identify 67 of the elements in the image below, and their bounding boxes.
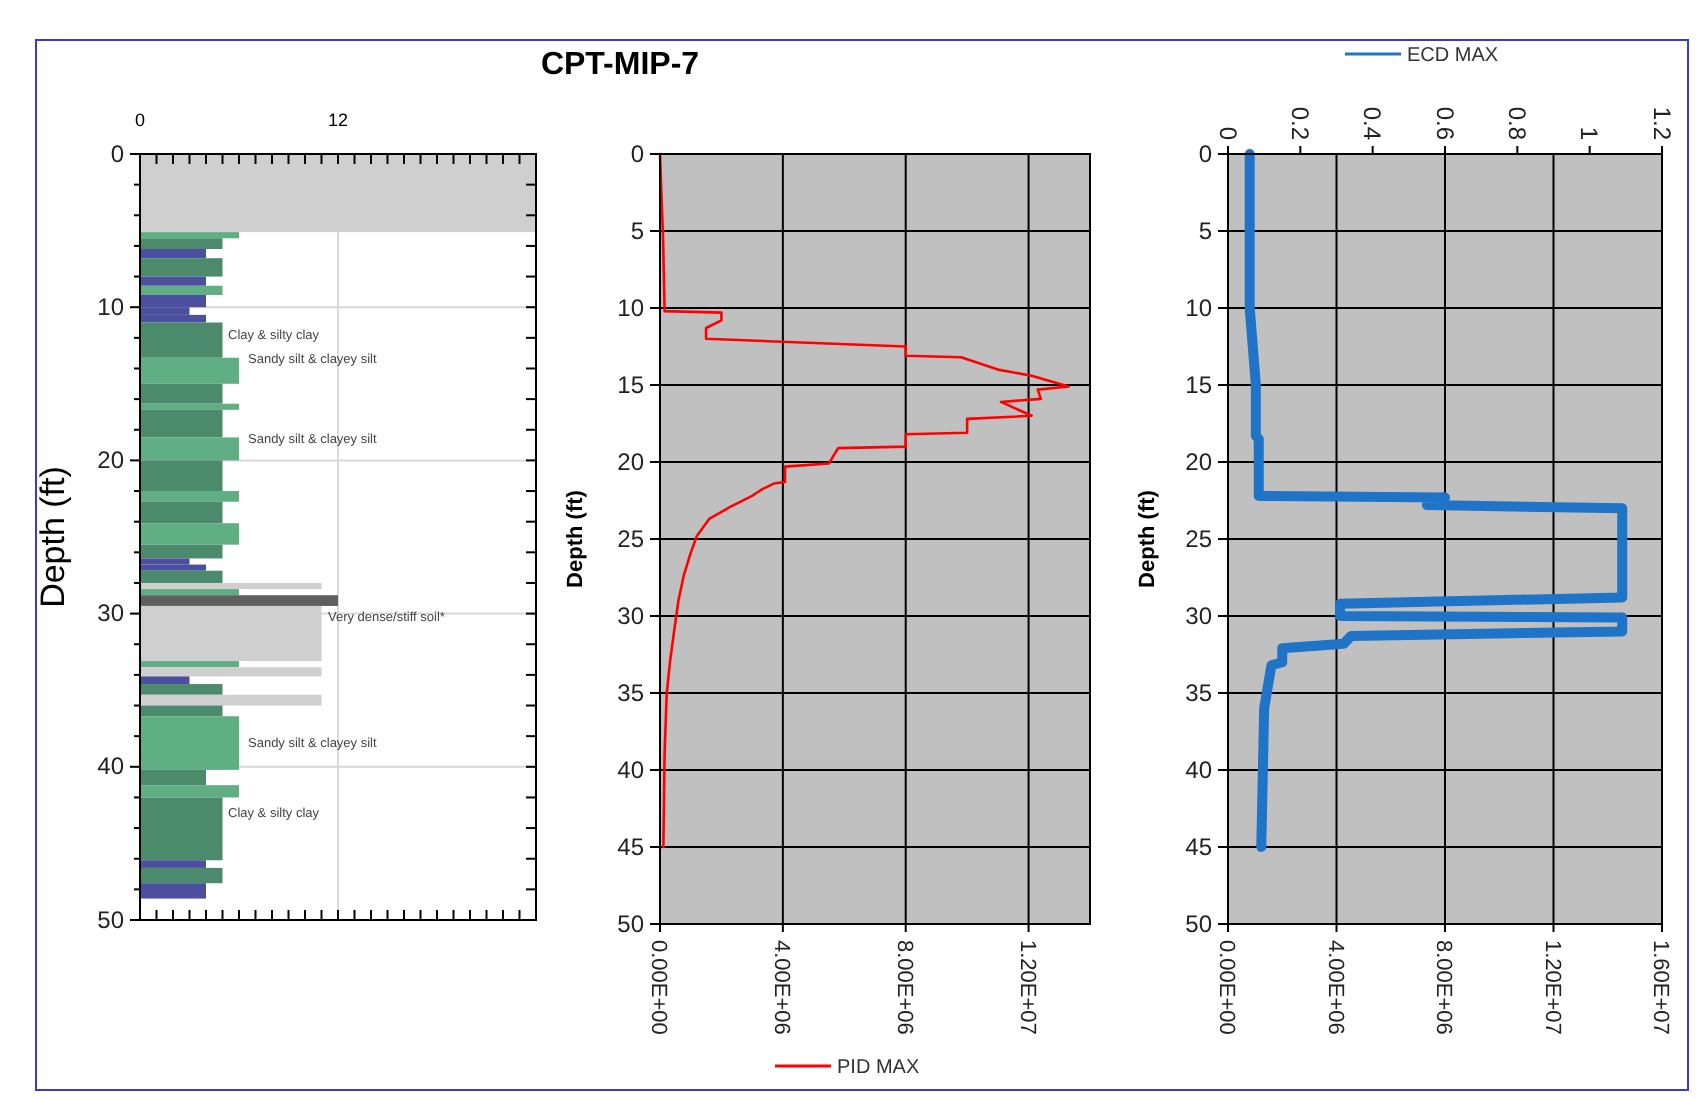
- y-axis-title: Depth (ft): [1136, 489, 1160, 588]
- y-tick-label: 50: [1185, 909, 1213, 938]
- y-tick-label: 50: [617, 909, 645, 938]
- x2-tick-label: 0.6: [1430, 106, 1459, 141]
- y-tick-label: 45: [617, 832, 645, 861]
- text: CPT-MIP-7: [540, 48, 700, 82]
- x-tick-label: 4.00E+06: [1322, 940, 1347, 1035]
- y-tick-label: 20: [1185, 447, 1213, 476]
- x-tick-label: 1.20E+07: [1014, 940, 1039, 1035]
- y-axis-title: Depth (ft): [34, 466, 72, 608]
- y-tick-label: 5: [1198, 216, 1213, 245]
- bar: [140, 694, 322, 706]
- y-tick-label: 30: [97, 599, 125, 628]
- bar: [140, 785, 239, 798]
- bar: [140, 248, 206, 259]
- y-tick-label: 15: [1185, 370, 1213, 399]
- y-tick-label: 35: [1185, 678, 1213, 707]
- x-tick-label: 4.00E+06: [769, 940, 794, 1035]
- y-tick-label: 5: [630, 216, 645, 245]
- y-tick-label: 20: [97, 446, 125, 475]
- bar: [140, 294, 206, 308]
- y-tick-label: 40: [617, 755, 645, 784]
- y-tick-label: 10: [1185, 293, 1213, 322]
- bar: [140, 276, 206, 286]
- y-tick-label: 25: [1185, 524, 1213, 553]
- bar: [140, 595, 338, 606]
- y-tick-label: 0: [630, 139, 645, 168]
- bar: [140, 676, 190, 685]
- y-tick-label: 30: [1185, 601, 1213, 630]
- bar: [140, 667, 322, 677]
- x-tick-label: 0.00E+00: [646, 940, 671, 1035]
- x2-tick-label: 0.4: [1358, 106, 1387, 141]
- x-tick-label: 8.00E+06: [1431, 940, 1456, 1035]
- bar: [140, 285, 223, 295]
- legend-label: ECD MAX: [1407, 45, 1499, 67]
- x-tick-label: 12: [327, 110, 349, 130]
- x2-tick-label: 0.8: [1502, 106, 1531, 141]
- bar: [140, 544, 223, 559]
- y-tick-label: 40: [1185, 755, 1213, 784]
- y-tick-label: 30: [617, 601, 645, 630]
- x-tick-label: 8.00E+06: [892, 940, 917, 1035]
- y-tick-label: 40: [97, 752, 125, 781]
- x-tick-label: 0.00E+00: [1214, 940, 1239, 1035]
- bar: [140, 314, 206, 323]
- y-tick-label: 25: [617, 524, 645, 553]
- y-axis-title: Depth (ft): [564, 489, 588, 588]
- y-tick-label: 0: [110, 139, 125, 168]
- y-tick-label: 45: [1185, 832, 1213, 861]
- y-tick-label: 50: [97, 905, 125, 934]
- x2-tick-label: 0: [1213, 126, 1242, 141]
- bar: [140, 684, 223, 695]
- y-tick-label: 20: [617, 447, 645, 476]
- x-tick-label: 1.20E+07: [1539, 940, 1564, 1035]
- y-tick-label: 10: [617, 293, 645, 322]
- x2-tick-label: 0.2: [1285, 106, 1314, 141]
- y-tick-label: 35: [617, 678, 645, 707]
- x-tick-label: 1.60E+07: [1648, 940, 1673, 1035]
- y-tick-label: 10: [97, 292, 125, 321]
- y-tick-label: 15: [617, 370, 645, 399]
- bar: [140, 238, 223, 249]
- bar: [140, 570, 223, 583]
- bar: [140, 491, 239, 502]
- y-tick-label: 0: [1198, 139, 1213, 168]
- legend-label: PID MAX: [837, 1057, 920, 1079]
- x2-tick-label: 1.2: [1647, 106, 1676, 141]
- bar: [140, 705, 223, 717]
- x2-tick-label: 1: [1575, 126, 1604, 141]
